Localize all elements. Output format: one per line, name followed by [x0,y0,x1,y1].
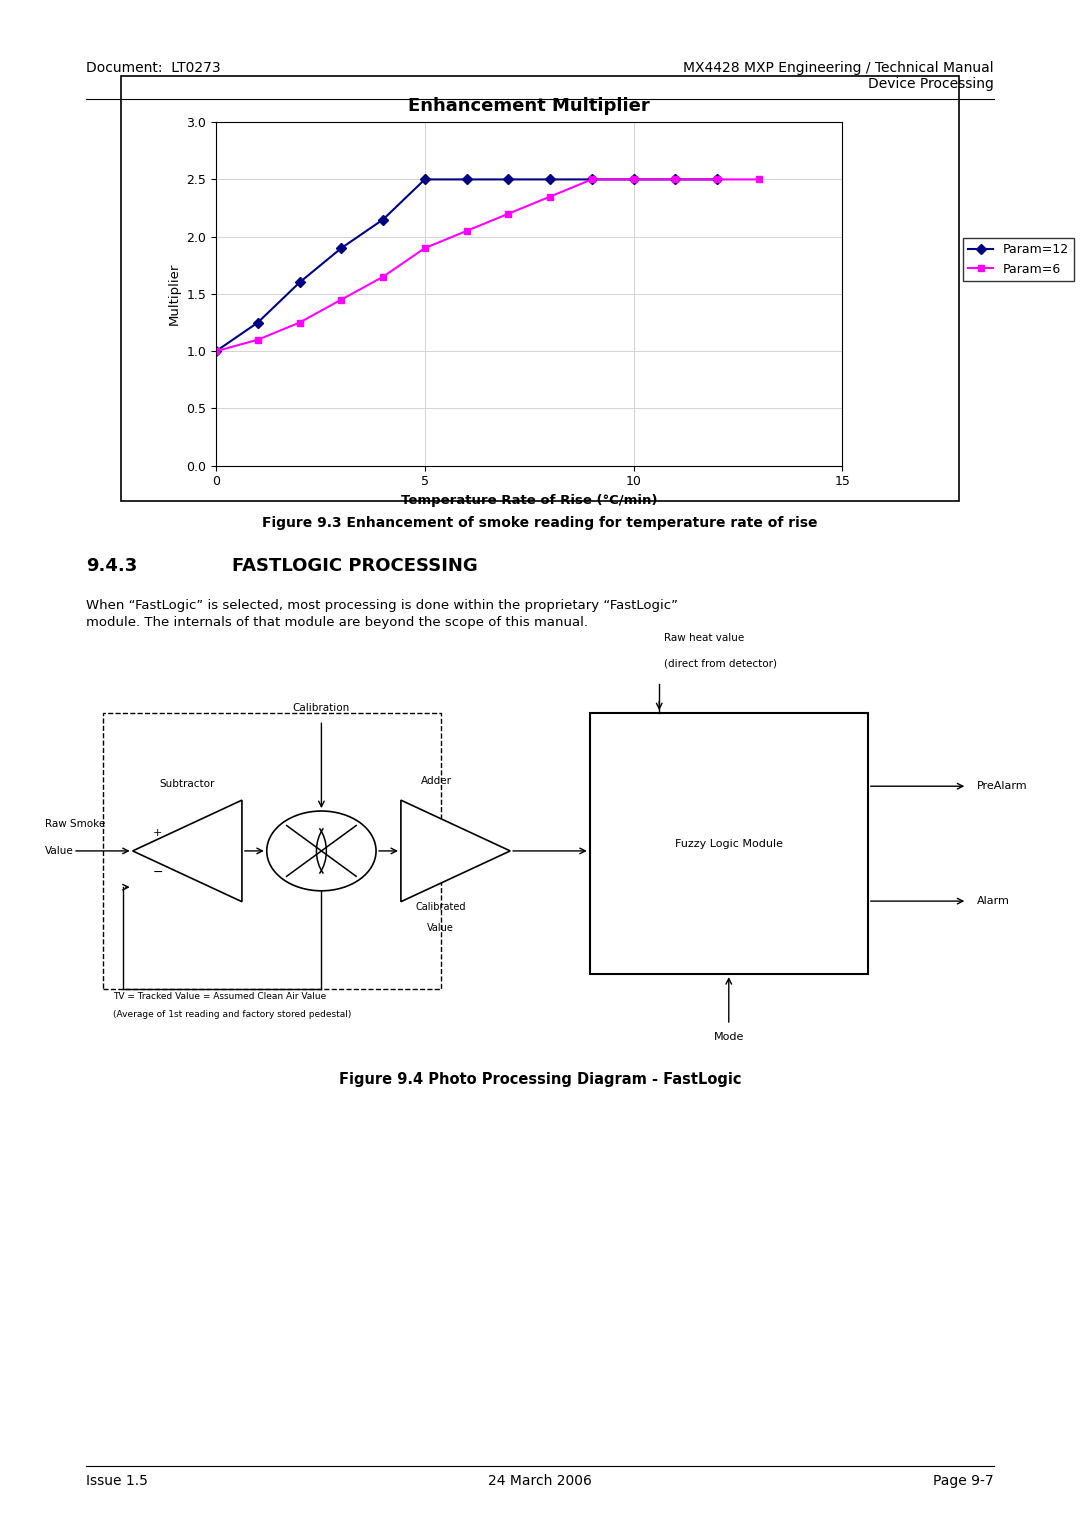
Param=12 [293,273,306,292]
Polygon shape [133,800,242,901]
Text: 9.4.3: 9.4.3 [86,557,137,576]
Line: Param=6: Param=6 [213,176,762,354]
Text: Raw heat value: Raw heat value [664,634,744,643]
Polygon shape [401,800,510,901]
Text: Calibration: Calibration [293,702,350,713]
Param=12 [335,238,348,257]
Text: Alarm: Alarm [977,896,1010,906]
Param=6 [502,205,515,223]
Text: +: + [152,828,162,838]
Text: Issue 1.5: Issue 1.5 [86,1474,148,1487]
Param=12 [460,171,473,189]
Text: Fuzzy Logic Module: Fuzzy Logic Module [675,838,783,849]
Param=6 [711,171,724,189]
Param=6 [293,313,306,331]
Param=12 [252,313,265,331]
Text: TV = Tracked Value = Assumed Clean Air Value: TV = Tracked Value = Assumed Clean Air V… [112,993,326,1002]
Text: MX4428 MXP Engineering / Technical Manual
Device Processing: MX4428 MXP Engineering / Technical Manua… [683,61,994,92]
Text: Calibrated: Calibrated [416,901,465,912]
Param=6 [460,221,473,240]
Param=12 [543,171,556,189]
Param=12 [502,171,515,189]
Text: FASTLOGIC PROCESSING: FASTLOGIC PROCESSING [232,557,478,576]
Param=12 [210,342,222,360]
Text: Value: Value [428,924,454,933]
Text: −: − [152,866,163,880]
Circle shape [267,811,376,890]
Param=12 [585,171,598,189]
Param=6 [252,331,265,350]
Text: Raw Smoke: Raw Smoke [45,818,106,829]
Param=6 [210,342,222,360]
Param=6 [543,188,556,206]
X-axis label: Temperature Rate of Rise (°C/min): Temperature Rate of Rise (°C/min) [401,495,658,507]
Text: Figure 9.3 Enhancement of smoke reading for temperature rate of rise: Figure 9.3 Enhancement of smoke reading … [262,516,818,530]
Param=12 [711,171,724,189]
Param=12 [377,211,390,229]
Text: Document:  LT0273: Document: LT0273 [86,61,221,75]
Param=12 [418,171,431,189]
Bar [590,713,868,974]
Text: Figure 9.4 Photo Processing Diagram - FastLogic: Figure 9.4 Photo Processing Diagram - Fa… [339,1072,741,1087]
Title: Enhancement Multiplier: Enhancement Multiplier [408,98,650,115]
Text: Mode: Mode [714,1032,744,1043]
Text: Adder: Adder [421,776,451,785]
Param=6 [585,171,598,189]
Text: Subtractor: Subtractor [160,779,215,789]
Line: Param=12: Param=12 [213,176,720,354]
Text: (direct from detector): (direct from detector) [664,658,778,669]
Param=12 [627,171,640,189]
Param=6 [669,171,681,189]
Legend: Param=12, Param=6: Param=12, Param=6 [963,238,1075,281]
Text: Page 9-7: Page 9-7 [933,1474,994,1487]
Param=6 [418,238,431,257]
Bar [103,713,441,989]
Param=6 [753,171,766,189]
Param=6 [627,171,640,189]
Text: PreAlarm: PreAlarm [977,782,1028,791]
Text: (Average of 1st reading and factory stored pedestal): (Average of 1st reading and factory stor… [112,1011,351,1020]
Y-axis label: Multiplier: Multiplier [167,263,180,325]
Param=12 [669,171,681,189]
Text: 24 March 2006: 24 March 2006 [488,1474,592,1487]
Text: When “FastLogic” is selected, most processing is done within the proprietary “Fa: When “FastLogic” is selected, most proce… [86,599,678,629]
Param=6 [335,290,348,308]
Text: Value: Value [45,846,73,857]
Param=6 [377,267,390,286]
